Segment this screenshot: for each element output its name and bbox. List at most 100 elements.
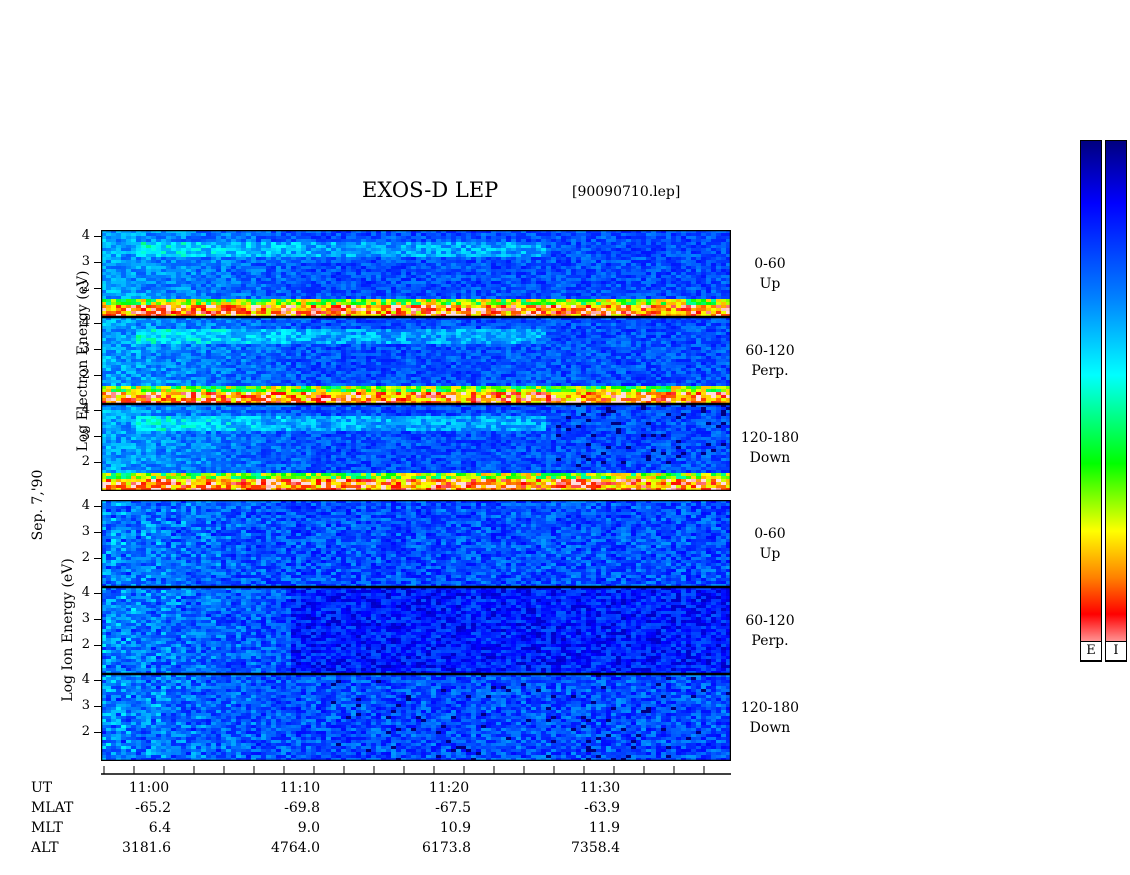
spectrogram-cell — [126, 302, 131, 305]
spectrogram-cell — [691, 284, 696, 287]
spectrogram-cell — [521, 254, 526, 257]
spectrogram-cell — [251, 389, 256, 392]
spectrogram-cell — [181, 389, 186, 392]
spectrogram-cell — [541, 281, 546, 284]
spectrogram-cell — [181, 296, 186, 299]
spectrogram-cell — [456, 281, 461, 284]
spectrogram-cell — [311, 233, 316, 236]
spectrogram-cell — [281, 338, 286, 341]
spectrogram-cell — [141, 347, 146, 350]
spectrogram-cell — [221, 299, 226, 302]
spectrogram-cell — [576, 275, 581, 278]
spectrogram-cell — [336, 299, 341, 302]
spectrogram-cell — [336, 293, 341, 296]
spectrogram-cell — [536, 236, 541, 239]
spectrogram-cell — [211, 380, 216, 383]
spectrogram-cell — [566, 248, 571, 251]
spectrogram-cell — [286, 317, 291, 320]
spectrogram-cell — [276, 230, 281, 233]
spectrogram-cell — [181, 284, 186, 287]
spectrogram-cell — [726, 248, 731, 251]
spectrogram-cell — [211, 371, 216, 374]
spectrogram-cell — [501, 308, 506, 311]
spectrogram-cell — [436, 272, 441, 275]
spectrogram-cell — [126, 236, 131, 239]
spectrogram-cell — [626, 275, 631, 278]
spectrogram-cell — [211, 389, 216, 392]
spectrogram-cell — [421, 230, 426, 233]
spectrogram-cell — [726, 305, 731, 308]
spectrogram-cell — [426, 257, 431, 260]
spectrogram-cell — [636, 290, 641, 293]
spectrogram-cell — [106, 245, 111, 248]
spectrogram-cell — [241, 401, 246, 404]
spectrogram-cell — [281, 257, 286, 260]
spectrogram-cell — [681, 260, 686, 263]
spectrogram-cell — [171, 320, 176, 323]
spectrogram-cell — [581, 278, 586, 281]
spectrogram-cell — [536, 239, 541, 242]
spectrogram-cell — [371, 305, 376, 308]
spectrogram-cell — [261, 263, 266, 266]
spectrogram-cell — [391, 245, 396, 248]
spectrogram-cell — [301, 341, 306, 344]
spectrogram-cell — [176, 353, 181, 356]
spectrogram-cell — [461, 260, 466, 263]
spectrogram-cell — [236, 332, 241, 335]
spectrogram-cell — [211, 302, 216, 305]
spectrogram-cell — [181, 254, 186, 257]
spectrogram-cell — [581, 305, 586, 308]
spectrogram-cell — [186, 332, 191, 335]
spectrogram-cell — [571, 305, 576, 308]
spectrogram-cell — [186, 230, 191, 233]
spectrogram-cell — [411, 242, 416, 245]
spectrogram-cell — [626, 233, 631, 236]
spectrogram-cell — [716, 248, 721, 251]
spectrogram-cell — [306, 299, 311, 302]
spectrogram-cell — [226, 287, 231, 290]
spectrogram-cell — [136, 281, 141, 284]
spectrogram-cell — [226, 278, 231, 281]
spectrogram-cell — [711, 266, 716, 269]
spectrogram-cell — [431, 314, 436, 317]
spectrogram-cell — [236, 275, 241, 278]
spectrogram-cell — [211, 365, 216, 368]
spectrogram-cell — [106, 299, 111, 302]
spectrogram-cell — [266, 326, 271, 329]
spectrogram-cell — [246, 281, 251, 284]
spectrogram-cell — [421, 260, 426, 263]
spectrogram-cell — [226, 401, 231, 404]
spectrogram-cell — [551, 263, 556, 266]
spectrogram-cell — [231, 269, 236, 272]
spectrogram-cell — [186, 329, 191, 332]
spectrogram-cell — [131, 248, 136, 251]
spectrogram-cell — [491, 311, 496, 314]
spectrogram-cell — [451, 281, 456, 284]
spectrogram-cell — [226, 380, 231, 383]
spectrogram-cell — [146, 353, 151, 356]
spectrogram-cell — [286, 290, 291, 293]
spectrogram-cell — [471, 314, 476, 317]
spectrogram-cell — [171, 392, 176, 395]
spectrogram-cell — [346, 230, 351, 233]
spectrogram-cell — [186, 353, 191, 356]
spectrogram-cell — [491, 275, 496, 278]
spectrogram-cell — [686, 263, 691, 266]
spectrogram-cell — [246, 290, 251, 293]
spectrogram-cell — [586, 305, 591, 308]
spectrogram-cell — [306, 248, 311, 251]
spectrogram-cell — [236, 245, 241, 248]
spectrogram-cell — [396, 239, 401, 242]
spectrogram-cell — [326, 329, 331, 332]
spectrogram-cell — [641, 287, 646, 290]
spectrogram-cell — [396, 251, 401, 254]
spectrogram-cell — [651, 269, 656, 272]
spectrogram-cell — [141, 284, 146, 287]
spectrogram-cell — [726, 308, 731, 311]
spectrogram-cell — [356, 233, 361, 236]
spectrogram-cell — [661, 311, 666, 314]
spectrogram-cell — [481, 254, 486, 257]
spectrogram-cell — [126, 290, 131, 293]
spectrogram-cell — [236, 323, 241, 326]
spectrogram-cell — [416, 308, 421, 311]
